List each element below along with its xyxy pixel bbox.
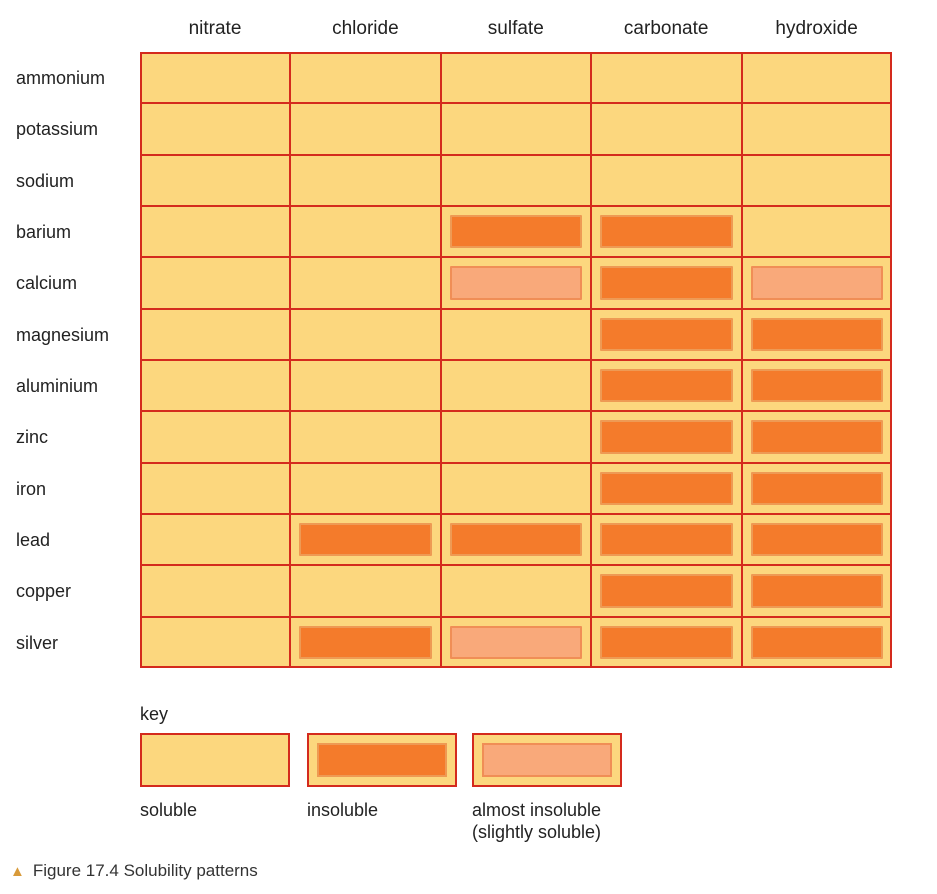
row-label-iron: iron bbox=[16, 478, 47, 499]
row-label-zinc: zinc bbox=[16, 427, 49, 448]
grid-row-divider bbox=[140, 307, 892, 310]
cell-silver-hydroxide-insoluble bbox=[750, 625, 883, 659]
key-slightly-label: almost insoluble (slightly soluble) bbox=[472, 800, 602, 842]
grid-row-divider bbox=[140, 615, 892, 618]
column-header-carbonate: carbonate bbox=[623, 18, 709, 39]
key-insoluble-swatch bbox=[307, 733, 457, 787]
cell-calcium-hydroxide-slightly bbox=[750, 266, 883, 300]
cell-lead-carbonate-insoluble bbox=[600, 522, 733, 557]
grid-row-divider bbox=[140, 461, 892, 464]
row-label-potassium: potassium bbox=[16, 119, 99, 140]
column-header-sulfate: sulfate bbox=[487, 18, 544, 39]
cell-lead-hydroxide-insoluble bbox=[750, 522, 883, 557]
key-insoluble-mark bbox=[317, 743, 447, 777]
column-header-nitrate: nitrate bbox=[188, 18, 242, 39]
caption-triangle-icon: ▲ bbox=[10, 863, 25, 880]
column-header-chloride: chloride bbox=[332, 18, 399, 39]
row-label-magnesium: magnesium bbox=[16, 324, 110, 345]
row-label-calcium: calcium bbox=[16, 273, 78, 294]
cell-calcium-sulfate-slightly bbox=[449, 266, 583, 300]
cell-magnesium-carbonate-insoluble bbox=[600, 317, 733, 351]
row-label-lead: lead bbox=[16, 529, 51, 550]
cell-calcium-carbonate-insoluble bbox=[600, 266, 733, 300]
figure-caption: ▲ Figure 17.4 Solubility patterns bbox=[10, 861, 258, 880]
grid-row-divider bbox=[140, 153, 892, 156]
row-label-silver: silver bbox=[16, 632, 59, 653]
key-soluble-label: soluble bbox=[140, 800, 198, 820]
cell-barium-sulfate-insoluble bbox=[449, 214, 583, 249]
cell-silver-carbonate-insoluble bbox=[600, 625, 733, 659]
cell-iron-hydroxide-insoluble bbox=[750, 471, 883, 505]
grid-row-divider bbox=[140, 204, 892, 207]
key-title: key bbox=[140, 704, 169, 724]
row-label-copper: copper bbox=[16, 581, 72, 602]
key-soluble-swatch bbox=[140, 733, 290, 787]
row-label-barium: barium bbox=[16, 221, 72, 242]
cell-aluminium-carbonate-insoluble bbox=[600, 368, 733, 403]
cell-aluminium-hydroxide-insoluble bbox=[750, 368, 883, 403]
grid-row-divider bbox=[140, 102, 892, 105]
row-label-ammonium: ammonium bbox=[16, 68, 106, 88]
cell-lead-sulfate-insoluble bbox=[449, 522, 583, 557]
grid-row-divider bbox=[140, 410, 892, 413]
key-slightly-mark bbox=[482, 743, 612, 777]
cell-barium-carbonate-insoluble bbox=[600, 214, 733, 249]
grid-row-divider bbox=[140, 512, 892, 515]
cell-copper-carbonate-insoluble bbox=[600, 574, 733, 608]
cell-magnesium-hydroxide-insoluble bbox=[750, 317, 883, 351]
grid-row-divider bbox=[140, 564, 892, 567]
cell-silver-sulfate-slightly bbox=[449, 625, 583, 659]
cell-zinc-hydroxide-insoluble bbox=[750, 420, 883, 454]
key-insoluble-label: insoluble bbox=[307, 800, 379, 820]
key-slightly-swatch bbox=[472, 733, 622, 787]
cell-iron-carbonate-insoluble bbox=[600, 471, 733, 505]
grid-row-divider bbox=[140, 358, 892, 361]
grid-row-divider bbox=[140, 256, 892, 259]
row-label-sodium: sodium bbox=[16, 170, 75, 191]
cell-lead-chloride-insoluble bbox=[299, 522, 432, 557]
cell-zinc-carbonate-insoluble bbox=[600, 420, 733, 454]
cell-silver-chloride-insoluble bbox=[299, 625, 432, 659]
column-header-hydroxide: hydroxide bbox=[775, 18, 858, 39]
row-label-aluminium: aluminium bbox=[16, 375, 99, 396]
cell-copper-hydroxide-insoluble bbox=[750, 574, 883, 608]
